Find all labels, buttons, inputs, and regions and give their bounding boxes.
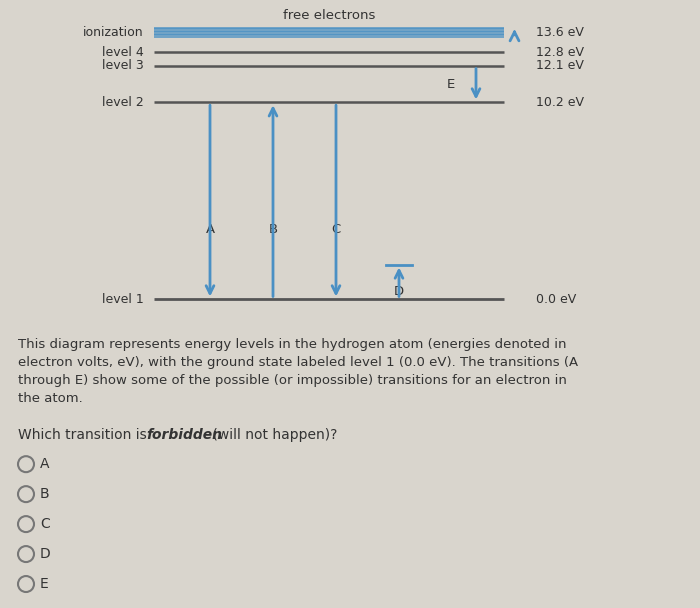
Text: E: E bbox=[447, 77, 455, 91]
Text: level 4: level 4 bbox=[102, 46, 144, 58]
Text: A: A bbox=[40, 457, 50, 471]
Text: through E) show some of the possible (or impossible) transitions for an electron: through E) show some of the possible (or… bbox=[18, 375, 567, 387]
Text: level 3: level 3 bbox=[102, 59, 144, 72]
Text: level 1: level 1 bbox=[102, 293, 144, 306]
Text: level 2: level 2 bbox=[102, 96, 144, 109]
Text: A: A bbox=[205, 223, 215, 237]
Text: E: E bbox=[40, 577, 49, 591]
Text: Which transition is: Which transition is bbox=[18, 428, 151, 442]
Text: C: C bbox=[40, 517, 50, 531]
Text: C: C bbox=[331, 223, 341, 237]
Text: electron volts, eV), with the ground state labeled level 1 (0.0 eV). The transit: electron volts, eV), with the ground sta… bbox=[18, 356, 578, 369]
Text: (will not happen)?: (will not happen)? bbox=[208, 428, 337, 442]
Text: 12.8 eV: 12.8 eV bbox=[536, 46, 584, 58]
Text: D: D bbox=[40, 547, 50, 561]
Text: the atom.: the atom. bbox=[18, 392, 83, 406]
Text: ionization: ionization bbox=[83, 26, 144, 39]
Text: D: D bbox=[394, 285, 404, 298]
Text: 13.6 eV: 13.6 eV bbox=[536, 26, 583, 39]
Text: B: B bbox=[268, 223, 278, 237]
Text: B: B bbox=[40, 487, 50, 501]
Text: free electrons: free electrons bbox=[283, 9, 375, 22]
Text: 0.0 eV: 0.0 eV bbox=[536, 293, 575, 306]
Text: 10.2 eV: 10.2 eV bbox=[536, 96, 584, 109]
Text: This diagram represents energy levels in the hydrogen atom (energies denoted in: This diagram represents energy levels in… bbox=[18, 338, 566, 351]
Text: forbidden: forbidden bbox=[146, 428, 222, 442]
Text: 12.1 eV: 12.1 eV bbox=[536, 59, 583, 72]
